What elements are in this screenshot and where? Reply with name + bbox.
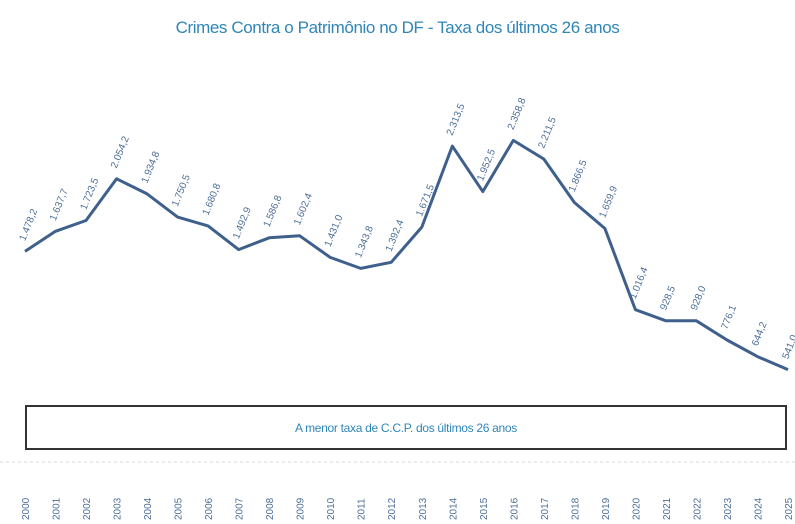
x-tick-label-2022: 2022 <box>692 497 703 520</box>
point-label-2017: 2.211,5 <box>536 115 559 150</box>
x-tick-label-2014: 2014 <box>448 497 459 520</box>
point-label-2005: 1.750,5 <box>170 173 193 208</box>
point-label-2003: 2.054,2 <box>109 134 132 169</box>
point-label-2022: 928,0 <box>689 284 709 312</box>
point-label-2006: 1.680,8 <box>201 182 224 217</box>
x-tick-label-2010: 2010 <box>326 497 337 520</box>
point-label-2018: 1.866,5 <box>567 158 590 193</box>
x-tick-label-2001: 2001 <box>52 497 63 520</box>
x-tick-label-2018: 2018 <box>570 497 581 520</box>
point-label-2025: 541,0 <box>781 333 795 361</box>
point-label-2007: 1.492,9 <box>231 205 254 240</box>
point-label-2021: 928,5 <box>659 284 679 312</box>
x-tick-label-2015: 2015 <box>479 497 490 520</box>
point-label-2009: 1.602,4 <box>292 191 315 226</box>
x-tick-label-2025: 2025 <box>784 497 795 520</box>
x-tick-label-2020: 2020 <box>631 497 642 520</box>
x-tick-label-2024: 2024 <box>753 497 764 520</box>
point-label-2000: 1.478,2 <box>18 207 41 242</box>
x-tick-label-2019: 2019 <box>601 497 612 520</box>
x-tick-label-2011: 2011 <box>357 498 368 520</box>
point-label-2019: 1.659,9 <box>597 184 620 219</box>
callout-box: A menor taxa de C.C.P. dos últimos 26 an… <box>25 405 787 450</box>
point-label-2015: 1.952,5 <box>475 147 498 182</box>
point-label-2013: 1.671,5 <box>414 183 437 218</box>
x-tick-label-2009: 2009 <box>296 497 307 520</box>
point-label-2016: 2.358,8 <box>506 96 529 131</box>
x-tick-label-2023: 2023 <box>723 497 734 520</box>
x-tick-label-2004: 2004 <box>143 497 154 520</box>
point-label-2014: 2.313,5 <box>445 102 468 137</box>
x-tick-label-2012: 2012 <box>387 497 398 520</box>
point-label-2010: 1.431,0 <box>323 213 346 248</box>
point-label-2024: 644,2 <box>750 320 770 348</box>
callout-text: A menor taxa de C.C.P. dos últimos 26 an… <box>295 420 517 435</box>
series-group <box>24 138 789 371</box>
series-line <box>24 138 789 371</box>
x-tick-label-2002: 2002 <box>82 497 93 520</box>
chart-title: Crimes Contra o Patrimônio no DF - Taxa … <box>175 18 620 37</box>
point-label-2020: 1.016,4 <box>628 265 651 300</box>
x-tick-label-2017: 2017 <box>540 497 551 520</box>
x-tick-label-2000: 2000 <box>21 497 32 520</box>
point-label-2023: 776,1 <box>720 303 740 331</box>
x-tick-label-2006: 2006 <box>204 497 215 520</box>
x-tick-label-2008: 2008 <box>265 497 276 520</box>
point-label-2001: 1.637,7 <box>48 187 71 222</box>
x-tick-label-2016: 2016 <box>509 497 520 520</box>
x-tick-label-2013: 2013 <box>418 497 429 520</box>
x-axis-labels: 2000 2001 2002 2003 2004 2005 2006 2007 2008 2009… <box>21 497 795 520</box>
x-tick-label-2007: 2007 <box>235 497 246 520</box>
point-label-2008: 1.586,8 <box>262 193 285 228</box>
x-tick-label-2005: 2005 <box>174 497 185 520</box>
point-label-2011: 1.343,8 <box>353 224 376 259</box>
point-label-2004: 1.934,8 <box>140 150 163 185</box>
x-tick-label-2021: 2021 <box>662 497 673 520</box>
x-tick-label-2003: 2003 <box>113 497 124 520</box>
